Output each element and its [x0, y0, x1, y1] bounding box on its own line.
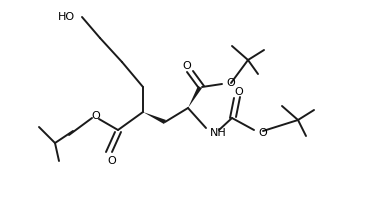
Polygon shape: [143, 112, 166, 124]
Text: HO: HO: [58, 12, 75, 22]
Text: O: O: [235, 87, 243, 97]
Text: O: O: [258, 128, 267, 138]
Text: O: O: [183, 61, 191, 71]
Polygon shape: [188, 86, 202, 108]
Text: O: O: [107, 156, 116, 166]
Text: O: O: [226, 78, 235, 88]
Text: O: O: [92, 111, 100, 121]
Text: NH: NH: [210, 128, 227, 138]
